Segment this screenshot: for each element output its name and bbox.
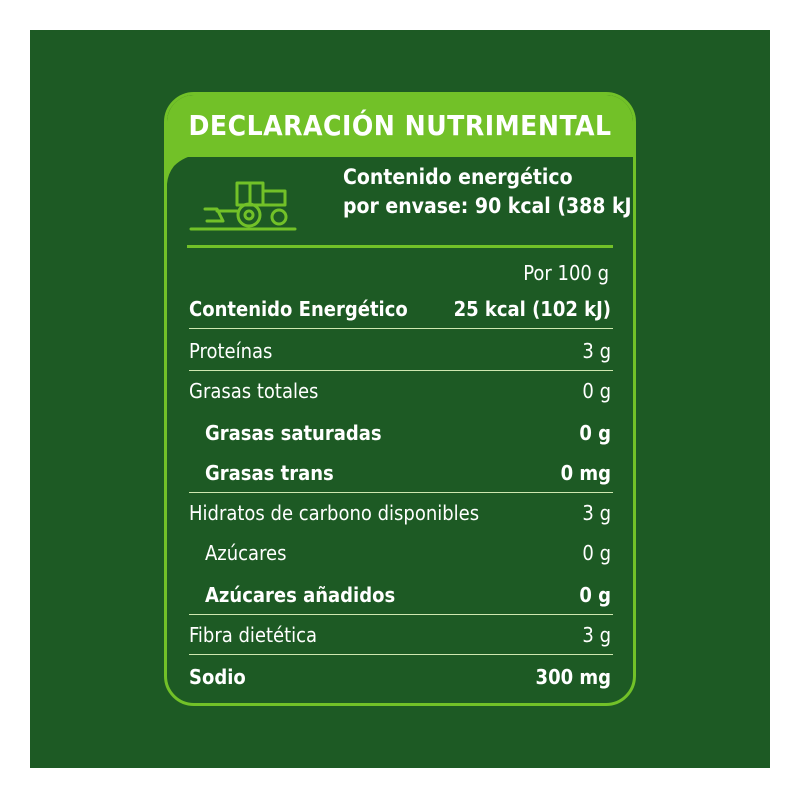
nutrient-name: Grasas saturadas (205, 421, 382, 445)
nutrient-value: 25 kcal (102 kJ) (453, 297, 611, 321)
nutrient-name: Proteínas (189, 339, 273, 363)
energy-line-2: por envase: 90 kcal (388 kJ) (343, 194, 636, 218)
header-notch (167, 154, 200, 190)
nutrient-row-saturated-fat: Grasas saturadas 0 g (189, 413, 613, 453)
label-header: DECLARACIÓN NUTRIMENTAL (167, 95, 633, 157)
nutrient-value: 0 g (582, 541, 611, 565)
nutrient-value: 0 g (579, 421, 611, 445)
nutrient-name: Grasas totales (189, 379, 319, 403)
nutrient-row-energy: Contenido Energético 25 kcal (102 kJ) (189, 289, 613, 329)
divider-top (187, 245, 613, 248)
nutrient-row-trans-fat: Grasas trans 0 mg (189, 453, 613, 493)
nutrient-value: 3 g (582, 339, 611, 363)
label-title: DECLARACIÓN NUTRIMENTAL (188, 109, 612, 142)
nutrient-row-total-fat: Grasas totales 0 g (189, 371, 613, 411)
nutrient-value: 3 g (582, 623, 611, 647)
nutrient-value: 0 g (582, 379, 611, 403)
nutrient-row-sodium: Sodio 300 mg (189, 657, 613, 697)
nutrient-name: Hidratos de carbono disponibles (189, 501, 480, 525)
nutrition-label: DECLARACIÓN NUTRIMENTAL Contenido energé… (164, 92, 636, 706)
nutrient-row-fiber: Fibra dietética 3 g (189, 615, 613, 655)
tractor-icon (189, 181, 297, 231)
nutrient-row-sugars: Azúcares 0 g (189, 533, 613, 573)
nutrient-name: Contenido Energético (189, 297, 408, 321)
nutrient-name: Sodio (189, 665, 246, 689)
column-header: Por 100 g (523, 261, 609, 285)
nutrient-row-added-sugars: Azúcares añadidos 0 g (189, 575, 613, 615)
nutrient-row-proteins: Proteínas 3 g (189, 331, 613, 371)
nutrient-value: 0 g (579, 583, 611, 607)
energy-per-package: Contenido energético por envase: 90 kcal… (343, 163, 636, 221)
nutrient-name: Grasas trans (205, 461, 334, 485)
nutrient-name: Azúcares añadidos (205, 583, 396, 607)
nutrient-name: Azúcares (205, 541, 287, 565)
nutrient-row-carbohydrates: Hidratos de carbono disponibles 3 g (189, 493, 613, 533)
nutrient-value: 300 mg (535, 665, 611, 689)
nutrient-name: Fibra dietética (189, 623, 318, 647)
energy-line-1: Contenido energético (343, 165, 573, 189)
nutrient-value: 3 g (582, 501, 611, 525)
nutrient-value: 0 mg (560, 461, 611, 485)
